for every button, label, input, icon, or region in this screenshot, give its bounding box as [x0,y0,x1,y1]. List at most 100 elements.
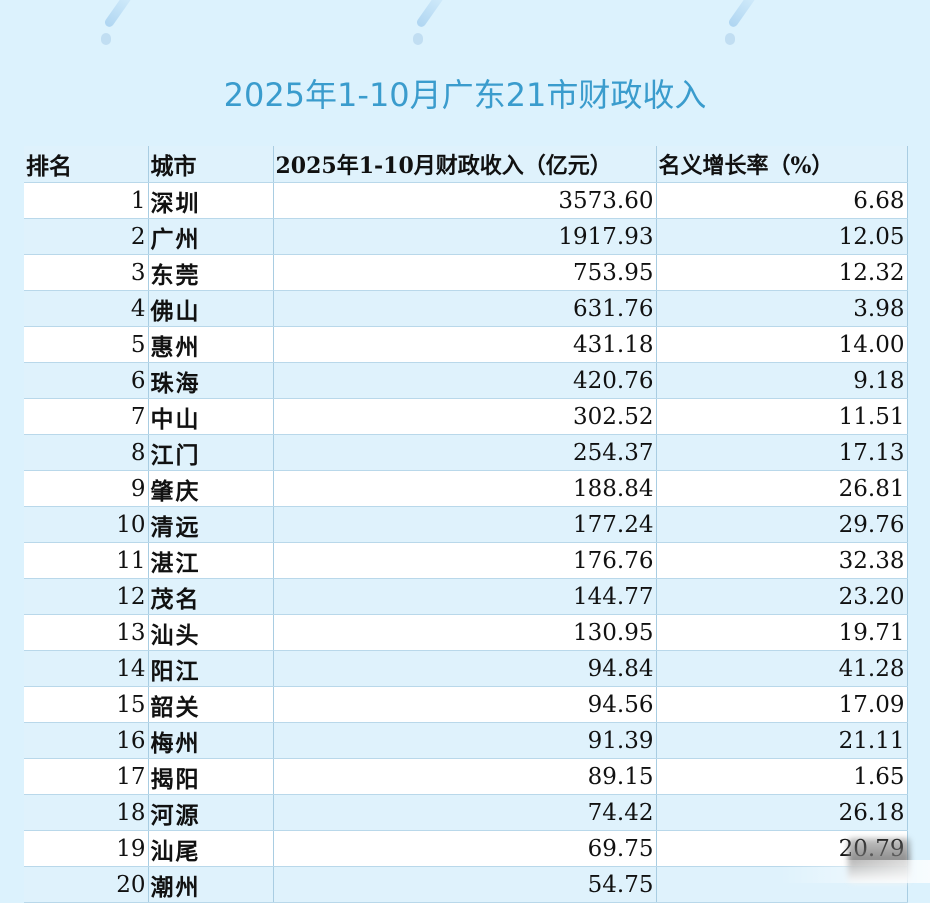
city-cell: 汕尾 [148,830,274,867]
growth-cell: 19.71 [656,614,908,651]
rank-cell: 19 [24,830,149,867]
city-cell: 肇庆 [148,470,274,507]
rank-cell: 11 [24,542,149,579]
decorative-stroke [103,0,136,29]
header-rank: 排名 [24,146,149,183]
rank-cell: 5 [24,326,149,363]
rank-cell: 15 [24,686,149,723]
revenue-cell: 631.76 [273,290,657,327]
city-cell: 揭阳 [148,758,274,795]
revenue-cell: 94.56 [273,686,657,723]
revenue-cell: 753.95 [273,254,657,291]
revenue-cell: 69.75 [273,830,657,867]
growth-cell: 23.20 [656,578,908,615]
table-row: 13 汕头 130.95 19.71 [24,614,908,651]
city-cell: 湛江 [148,542,274,579]
decorative-dot [413,33,423,45]
rank-cell: 8 [24,434,149,471]
rank-cell: 4 [24,290,149,327]
growth-cell: 6.68 [656,182,908,219]
table-row: 9 肇庆 188.84 26.81 [24,470,908,507]
table-row: 1 深圳 3573.60 6.68 [24,182,908,219]
growth-cell: 3.98 [656,290,908,327]
growth-cell: 17.09 [656,686,908,723]
rank-cell: 7 [24,398,149,435]
rank-cell: 16 [24,722,149,759]
table-row: 11 湛江 176.76 32.38 [24,542,908,579]
rank-cell: 20 [24,866,149,903]
growth-cell: 21.11 [656,722,908,759]
revenue-cell: 1917.93 [273,218,657,255]
bottom-fade [780,860,930,883]
revenue-cell: 177.24 [273,506,657,543]
growth-cell: 26.81 [656,470,908,507]
table-row: 2 广州 1917.93 12.05 [24,218,908,255]
header-growth: 名义增长率（%） [656,146,908,183]
growth-cell: 11.51 [656,398,908,435]
growth-cell: 26.18 [656,794,908,831]
city-cell: 梅州 [148,722,274,759]
table-row: 4 佛山 631.76 3.98 [24,290,908,327]
rank-cell: 9 [24,470,149,507]
decorative-dot [101,33,111,45]
table-header-row: 排名 城市 2025年1-10月财政收入（亿元） 名义增长率（%） [24,146,908,183]
growth-cell: 12.05 [656,218,908,255]
revenue-cell: 3573.60 [273,182,657,219]
table-row: 8 江门 254.37 17.13 [24,434,908,471]
growth-cell: 1.65 [656,758,908,795]
revenue-table: 排名 城市 2025年1-10月财政收入（亿元） 名义增长率（%） 1 深圳 357… [24,146,908,903]
rank-cell: 13 [24,614,149,651]
page-title: 2025年1-10月广东21市财政收入 [223,76,707,114]
city-cell: 阳江 [148,650,274,687]
table-row: 3 东莞 753.95 12.32 [24,254,908,291]
decorative-dot [725,33,735,45]
city-cell: 清远 [148,506,274,543]
city-cell: 韶关 [148,686,274,723]
header-revenue: 2025年1-10月财政收入（亿元） [273,146,657,183]
rank-cell: 10 [24,506,149,543]
city-cell: 广州 [148,218,274,255]
city-cell: 佛山 [148,290,274,327]
city-cell: 中山 [148,398,274,435]
growth-cell: 32.38 [656,542,908,579]
revenue-cell: 144.77 [273,578,657,615]
table-row: 18 河源 74.42 26.18 [24,794,908,831]
city-cell: 珠海 [148,362,274,399]
city-cell: 江门 [148,434,274,471]
revenue-cell: 431.18 [273,326,657,363]
table-body: 1 深圳 3573.60 6.68 2 广州 1917.93 12.05 3 东莞 753.95 12… [24,182,908,903]
table-row: 16 梅州 91.39 21.11 [24,722,908,759]
header-city: 城市 [148,146,274,183]
growth-cell: 41.28 [656,650,908,687]
revenue-cell: 94.84 [273,650,657,687]
rank-cell: 17 [24,758,149,795]
table-row: 17 揭阳 89.15 1.65 [24,758,908,795]
revenue-cell: 188.84 [273,470,657,507]
growth-cell: 14.00 [656,326,908,363]
revenue-cell: 130.95 [273,614,657,651]
city-cell: 茂名 [148,578,274,615]
decorative-stroke [415,0,448,29]
table-row: 7 中山 302.52 11.51 [24,398,908,435]
city-cell: 汕头 [148,614,274,651]
table-row: 15 韶关 94.56 17.09 [24,686,908,723]
city-cell: 河源 [148,794,274,831]
rank-cell: 2 [24,218,149,255]
decorative-stroke [727,0,760,29]
revenue-table-container: 排名 城市 2025年1-10月财政收入（亿元） 名义增长率（%） 1 深圳 357… [24,146,908,903]
revenue-cell: 302.52 [273,398,657,435]
growth-cell: 29.76 [656,506,908,543]
rank-cell: 1 [24,182,149,219]
revenue-cell: 420.76 [273,362,657,399]
table-row: 10 清远 177.24 29.76 [24,506,908,543]
rank-cell: 6 [24,362,149,399]
rank-cell: 14 [24,650,149,687]
table-row: 12 茂名 144.77 23.20 [24,578,908,615]
revenue-cell: 91.39 [273,722,657,759]
table-row: 6 珠海 420.76 9.18 [24,362,908,399]
rank-cell: 3 [24,254,149,291]
table-row: 14 阳江 94.84 41.28 [24,650,908,687]
table-row: 5 惠州 431.18 14.00 [24,326,908,363]
table-row: 20 潮州 54.75 [24,866,908,903]
